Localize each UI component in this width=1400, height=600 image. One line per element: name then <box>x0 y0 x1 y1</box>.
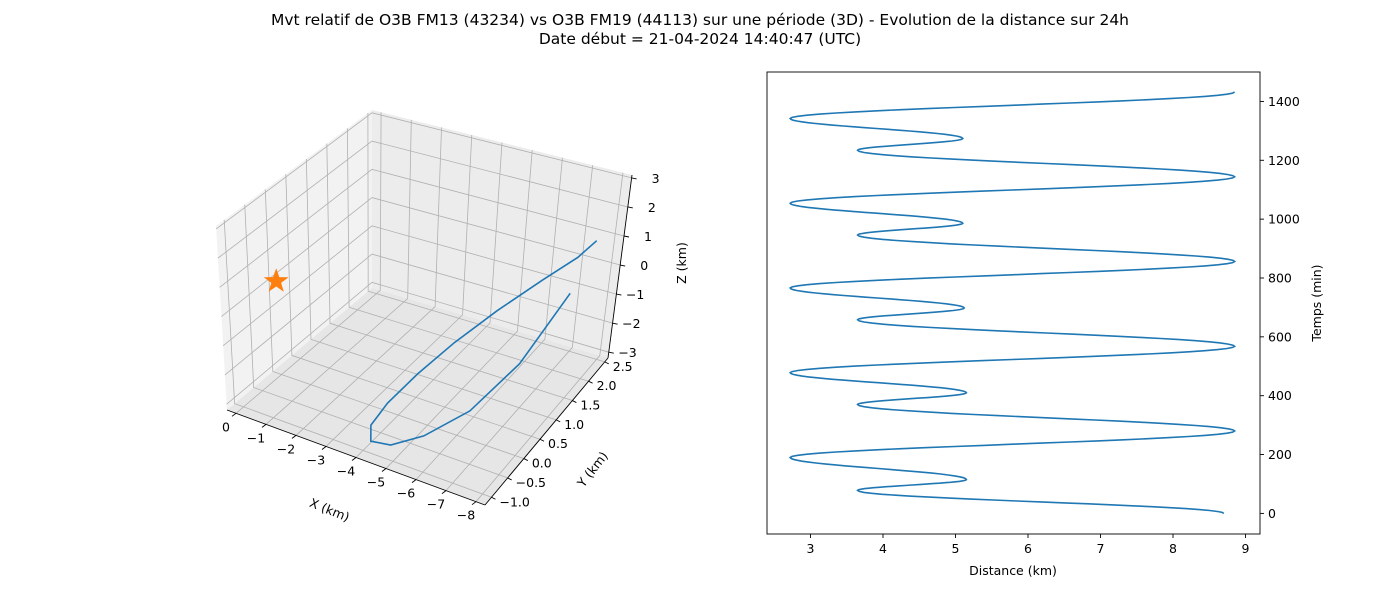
x-tick-label: −3 <box>307 452 325 467</box>
z-tick-mark <box>608 351 614 354</box>
y-tick-label: 1.5 <box>580 398 600 413</box>
axes-2d: 3 4 5 6 7 8 9 0 200 400 600 800 1000 1200 1400 Distan… <box>766 71 1324 578</box>
x-tick-label-2d: 8 <box>1169 541 1177 556</box>
x-tick-label: −8 <box>457 508 475 523</box>
y-ticks: 0 200 400 600 800 1000 1200 1400 <box>1260 94 1300 521</box>
grid-line-z <box>222 225 617 347</box>
z-tick-mark <box>627 206 633 209</box>
x-tick-label-2d: 6 <box>1024 541 1032 556</box>
pane-floor <box>227 288 608 505</box>
z-tick-mark <box>631 177 637 180</box>
z-tick-label: −2 <box>622 316 640 331</box>
y-tick-label: 0.0 <box>532 456 552 471</box>
x-tick-label: −2 <box>277 441 295 456</box>
y-tick-label-2d: 0 <box>1268 506 1276 521</box>
grid-line-z <box>219 168 625 288</box>
grid-line-z <box>226 281 609 405</box>
y-tick-label-2d: 1200 <box>1268 153 1300 168</box>
pane-back-left <box>216 110 372 410</box>
figure-title: Mvt relatif de O3B FM13 (43234) vs O3B F… <box>271 11 1129 29</box>
y-tick-label: 0.5 <box>548 436 568 451</box>
x-tick-label: −7 <box>427 497 445 512</box>
y-tick-label-2d: 1400 <box>1268 94 1300 109</box>
y-axis-label: Y (km) <box>573 449 611 491</box>
y-tick-label-2d: 800 <box>1268 270 1292 285</box>
y-tick-label-2d: 600 <box>1268 329 1292 344</box>
z-tick-label: 2 <box>648 200 656 215</box>
y-tick-mark <box>604 361 609 365</box>
y-tick-label: −0.5 <box>516 475 546 490</box>
x-tick-mark <box>261 424 267 428</box>
figure-subtitle: Date début = 21-04-2024 14:40:47 (UTC) <box>539 30 861 48</box>
z-tick-mark <box>612 322 618 325</box>
z-tick-mark <box>616 293 622 296</box>
y-tick-label: 2.5 <box>613 359 633 374</box>
z-tick-label: −3 <box>618 345 636 360</box>
plot-frame <box>766 71 1261 535</box>
grid-line-z <box>215 112 632 230</box>
x-tick-mark <box>291 435 297 439</box>
x-tick-mark <box>411 479 417 483</box>
y-tick-label: 2.0 <box>597 378 617 393</box>
y-tick-mark <box>491 496 496 500</box>
x-axis-label-2d: Distance (km) <box>969 563 1057 578</box>
y-tick-mark <box>539 438 545 442</box>
x-tick-label-2d: 9 <box>1242 541 1250 556</box>
y-tick-label: −1.0 <box>499 494 529 509</box>
axes-3d: −8 −7 −6 −5 −4 −3 −2 −1 0 −1.0 −0.5 0.0 0.5 1.0 1.5 2.0… <box>215 110 689 525</box>
y-tick-mark <box>507 477 512 481</box>
x-tick-mark <box>231 412 237 417</box>
x-tick-mark <box>471 501 477 506</box>
x-tick-label: −5 <box>367 475 385 490</box>
grid-3d <box>215 112 632 502</box>
z-axis-label: Z (km) <box>674 242 689 284</box>
grid-line-z <box>221 197 621 317</box>
y-tick-mark <box>588 380 593 384</box>
y-tick-mark <box>556 419 561 423</box>
y-tick-label: 1.0 <box>564 417 584 432</box>
x-tick-label-2d: 7 <box>1097 541 1105 556</box>
x-tick-label: 0 <box>222 419 230 434</box>
x-tick-label: −1 <box>247 430 265 445</box>
y-tick-mark <box>523 458 529 461</box>
z-axis-line <box>607 174 633 359</box>
z-tick-label: 0 <box>640 258 648 273</box>
x-axis-label: X (km) <box>308 495 352 525</box>
x-tick-label-2d: 5 <box>952 541 960 556</box>
y-axis-line <box>484 357 609 506</box>
z-tick-label: 3 <box>652 171 660 186</box>
z-tick-label: 1 <box>644 229 652 244</box>
x-tick-label-2d: 3 <box>807 541 815 556</box>
x-ticks: 3 4 5 6 7 8 9 <box>807 534 1250 556</box>
x-tick-mark <box>321 446 327 450</box>
x-tick-label: −4 <box>337 464 355 479</box>
ticks-3d: −8 −7 −6 −5 −4 −3 −2 −1 0 −1.0 −0.5 0.0 0.5 1.0 1.5 2.0… <box>222 171 660 523</box>
x-tick-mark <box>381 468 387 472</box>
grid-line-z <box>224 253 613 376</box>
trajectory-line <box>369 240 598 446</box>
y-axis-label-2d: Temps (min) <box>1309 264 1324 342</box>
y-tick-mark <box>572 400 577 403</box>
z-tick-label: −1 <box>626 287 644 302</box>
z-tick-mark <box>620 264 626 267</box>
y-tick-label-2d: 200 <box>1268 447 1292 462</box>
grid-line-z <box>217 140 628 259</box>
distance-series-line <box>788 91 1237 515</box>
x-tick-mark <box>351 457 357 461</box>
x-tick-label-2d: 4 <box>879 541 887 556</box>
pane-back-right <box>372 110 632 358</box>
origin-star-marker <box>263 268 289 292</box>
y-tick-label-2d: 1000 <box>1268 212 1300 227</box>
z-tick-mark <box>623 235 630 238</box>
x-tick-mark <box>441 490 447 494</box>
y-tick-label-2d: 400 <box>1268 388 1292 403</box>
x-tick-label: −6 <box>397 486 415 501</box>
